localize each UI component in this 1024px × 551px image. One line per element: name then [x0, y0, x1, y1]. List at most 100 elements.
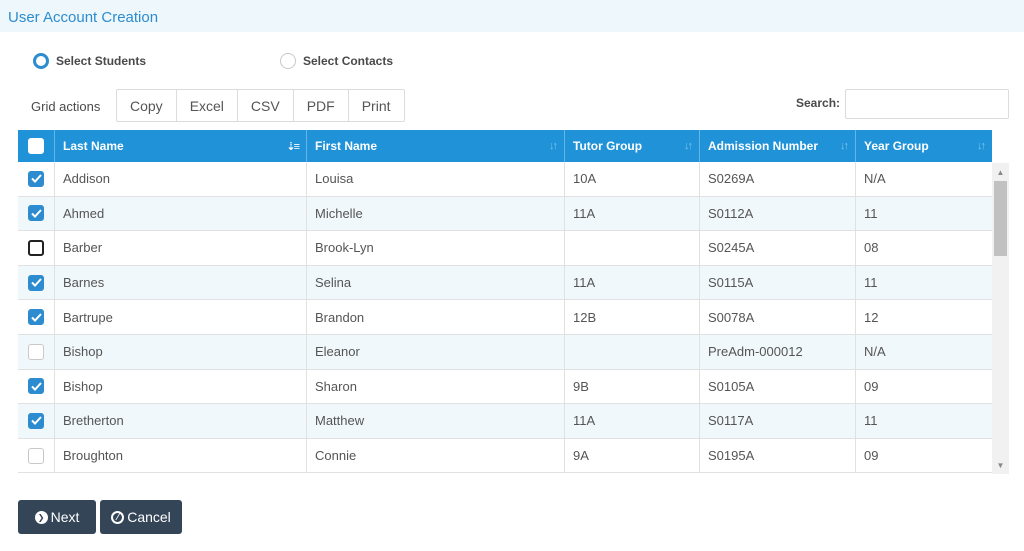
- table-row[interactable]: Broughton Connie 9A S0195A 09: [18, 438, 992, 473]
- cell-first-name: Selina: [307, 265, 565, 300]
- row-checkbox[interactable]: [28, 412, 44, 429]
- grid-actions-button-group: Copy Excel CSV PDF Print: [116, 89, 405, 122]
- column-header-admission-number[interactable]: Admission Number ↓↑: [700, 130, 856, 162]
- cell-last-name: Addison: [55, 162, 307, 196]
- cell-last-name: Bartrupe: [55, 300, 307, 334]
- cell-tutor-group: [565, 334, 700, 369]
- cell-admission-number: S0245A: [700, 231, 856, 265]
- search-input[interactable]: [845, 89, 1009, 119]
- sort-icon[interactable]: ↓↑: [840, 140, 849, 152]
- row-checkbox[interactable]: [28, 309, 44, 326]
- cell-tutor-group: 10A: [565, 162, 700, 196]
- column-header-first-name[interactable]: First Name ↓↑: [307, 130, 565, 162]
- sort-ascending-icon[interactable]: ⇣≡: [286, 141, 300, 153]
- column-header-label: Year Group: [864, 139, 929, 153]
- sort-icon[interactable]: ↓↑: [549, 140, 558, 152]
- cell-admission-number: S0112A: [700, 196, 856, 231]
- scrollbar-thumb[interactable]: [994, 181, 1007, 256]
- cell-tutor-group: 11A: [565, 404, 700, 438]
- cell-admission-number: S0195A: [700, 438, 856, 473]
- column-header-tutor-group[interactable]: Tutor Group ↓↑: [565, 130, 700, 162]
- row-select-cell: [18, 231, 55, 265]
- cell-year-group: 09: [864, 378, 879, 394]
- cell-year-group: N/A: [864, 171, 886, 187]
- table-row[interactable]: Ahmed Michelle 11A S0112A 11: [18, 196, 992, 232]
- cell-first-name: Eleanor: [307, 334, 565, 369]
- column-header-label: Tutor Group: [573, 139, 643, 153]
- copy-button[interactable]: Copy: [117, 90, 177, 121]
- column-header-year-group[interactable]: Year Group ↓↑: [856, 130, 992, 162]
- row-select-cell: [18, 162, 55, 196]
- column-header-label: Admission Number: [708, 139, 819, 153]
- cell-first-name: Matthew: [307, 404, 565, 438]
- scroll-up-arrow-icon[interactable]: ▲: [996, 167, 1005, 177]
- row-checkbox[interactable]: [28, 239, 44, 256]
- sort-icon[interactable]: ↓↑: [977, 140, 986, 152]
- cell-last-name: Bishop: [55, 334, 307, 369]
- grid-header: Last Name ⇣≡ First Name ↓↑ Tutor Group ↓…: [18, 130, 992, 162]
- cell-year-group: 12: [864, 309, 879, 325]
- sort-icon[interactable]: ↓↑: [684, 140, 693, 152]
- cell-admission-number: S0105A: [700, 369, 856, 404]
- row-checkbox[interactable]: [28, 274, 44, 291]
- table-row[interactable]: Barber Brook-Lyn S0245A 08: [18, 231, 992, 266]
- cancel-button[interactable]: ⁄ Cancel: [100, 500, 182, 534]
- check-icon: [30, 278, 42, 288]
- table-row[interactable]: Barnes Selina 11A S0115A 11: [18, 265, 992, 301]
- cell-tutor-group: 11A: [565, 196, 700, 231]
- select-students-label: Select Students: [56, 54, 147, 68]
- row-checkbox[interactable]: [28, 170, 44, 187]
- column-header-label: First Name: [315, 139, 378, 153]
- cell-last-name: Barnes: [55, 265, 307, 300]
- grid-scrollbar[interactable]: ▲ ▼: [992, 163, 1009, 474]
- table-row[interactable]: Bishop Sharon 9B S0105A 09: [18, 369, 992, 405]
- students-grid: Last Name ⇣≡ First Name ↓↑ Tutor Group ↓…: [18, 130, 992, 473]
- title-bar: User Account Creation: [0, 0, 1024, 32]
- next-button[interactable]: ❯ Next: [18, 500, 96, 534]
- cell-last-name: Ahmed: [55, 196, 307, 231]
- check-icon: [30, 382, 42, 391]
- cell-year-group: N/A: [864, 344, 886, 360]
- cell-last-name: Barber: [55, 231, 307, 265]
- excel-button[interactable]: Excel: [177, 90, 238, 121]
- select-contacts-radio[interactable]: Select Contacts: [280, 53, 393, 69]
- cell-first-name: Louisa: [307, 162, 565, 196]
- csv-button[interactable]: CSV: [238, 90, 294, 121]
- search-label: Search:: [796, 96, 841, 110]
- cell-admission-number: S0117A: [700, 404, 856, 438]
- cell-first-name: Brook-Lyn: [307, 231, 565, 265]
- select-all-cell: [18, 130, 55, 162]
- cell-first-name: Michelle: [307, 196, 565, 231]
- select-all-checkbox[interactable]: [28, 138, 44, 154]
- cell-admission-number: S0078A: [700, 300, 856, 334]
- row-checkbox[interactable]: [28, 205, 44, 222]
- row-select-cell: [18, 438, 55, 473]
- ban-icon: ⁄: [111, 510, 125, 524]
- row-select-cell: [18, 300, 55, 334]
- row-select-cell: [18, 265, 55, 300]
- row-select-cell: [18, 196, 55, 231]
- row-checkbox[interactable]: [28, 378, 44, 395]
- cell-year-group: 11: [864, 205, 878, 221]
- row-checkbox[interactable]: [28, 447, 44, 464]
- select-students-radio[interactable]: Select Students: [33, 53, 146, 69]
- cell-admission-number: S0269A: [700, 162, 856, 196]
- cell-tutor-group: 9B: [565, 369, 700, 404]
- check-icon: [30, 416, 42, 426]
- cell-first-name: Connie: [307, 438, 565, 473]
- table-row[interactable]: Bretherton Matthew 11A S0117A 11: [18, 404, 992, 439]
- cell-last-name: Broughton: [55, 438, 307, 473]
- table-row[interactable]: Bishop Eleanor PreAdm-000012 N/A: [18, 334, 992, 370]
- grid-actions-label: Grid actions: [31, 99, 101, 114]
- cell-last-name: Bretherton: [55, 404, 307, 438]
- table-row[interactable]: Bartrupe Brandon 12B S0078A 12: [18, 300, 992, 335]
- column-header-last-name[interactable]: Last Name ⇣≡: [55, 130, 307, 162]
- row-select-cell: [18, 404, 55, 438]
- scroll-down-arrow-icon[interactable]: ▼: [996, 460, 1005, 470]
- pdf-button[interactable]: PDF: [294, 90, 349, 121]
- row-checkbox[interactable]: [28, 343, 44, 360]
- table-row[interactable]: Addison Louisa 10A S0269A N/A: [18, 162, 992, 197]
- check-icon: [30, 209, 42, 218]
- grid-body: Addison Louisa 10A S0269A N/A Ahmed Michelle 11…: [18, 162, 992, 473]
- print-button[interactable]: Print: [361, 97, 391, 114]
